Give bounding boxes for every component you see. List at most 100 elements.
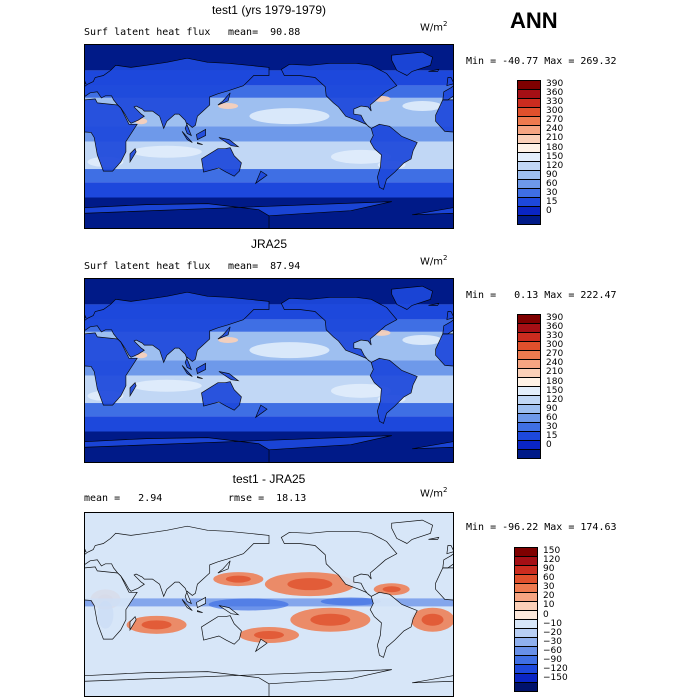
colorbar-level-label: 60 <box>546 178 558 189</box>
colorbar-level-label: 210 <box>546 367 564 378</box>
colorbar-swatch <box>518 387 540 396</box>
colorbar-swatch <box>518 450 540 458</box>
colorbar-level-label: −90 <box>543 654 562 665</box>
colorbar-level-label: 60 <box>543 573 555 584</box>
panel-2-map-plot <box>85 279 453 462</box>
colorbar-spacer <box>546 216 563 225</box>
colorbar-level-label: 180 <box>546 142 564 153</box>
colorbar-swatch <box>518 144 540 153</box>
colorbar-level-label: 120 <box>546 394 564 405</box>
colorbar-swatch <box>515 575 537 584</box>
colorbar-swatch <box>515 611 537 620</box>
colorbar-swatch <box>515 548 537 557</box>
colorbar-swatch <box>518 432 540 441</box>
panel-1-field-label: Surf latent heat flux <box>84 27 211 38</box>
colorbar-level-label: 270 <box>546 115 564 126</box>
colorbar-swatch <box>515 620 537 629</box>
colorbar-swatch <box>518 342 540 351</box>
colorbar-level-label: 330 <box>546 97 564 108</box>
colorbar-swatch <box>518 81 540 90</box>
colorbar-swatch <box>518 117 540 126</box>
colorbar-swatch <box>518 315 540 324</box>
colorbar-swatch <box>518 108 540 117</box>
colorbar-swatch <box>518 189 540 198</box>
colorbar-swatch <box>518 171 540 180</box>
season-label: ANN <box>510 8 558 33</box>
colorbar-swatch <box>518 99 540 108</box>
panel-3-colorbar <box>514 547 538 692</box>
colorbar-swatch <box>518 216 540 224</box>
panel-3-title: test1 - JRA25 <box>232 472 306 486</box>
colorbar-swatch <box>515 647 537 656</box>
colorbar-level-label: −150 <box>543 672 568 683</box>
colorbar-level-label: −120 <box>543 663 568 674</box>
colorbar-level-label: −10 <box>543 618 562 629</box>
colorbar-level-label: 90 <box>546 403 558 414</box>
panel-3-map-plot <box>85 513 453 696</box>
colorbar-level-label: 240 <box>546 358 564 369</box>
colorbar-level-label: 15 <box>546 430 558 441</box>
panel-2-field-label: Surf latent heat flux <box>84 261 211 272</box>
colorbar-swatch <box>515 602 537 611</box>
colorbar-level-label: 360 <box>546 88 564 99</box>
colorbar-level-label: 150 <box>546 385 564 396</box>
colorbar-swatch <box>515 584 537 593</box>
colorbar-level-label: 90 <box>543 564 555 575</box>
colorbar-swatch <box>515 557 537 566</box>
colorbar-level-label: 330 <box>546 331 564 342</box>
colorbar-swatch <box>518 198 540 207</box>
panel-2-units: W/m2 <box>420 254 448 268</box>
colorbar-spacer <box>546 450 563 459</box>
colorbar-level-label: 390 <box>546 79 564 90</box>
panel-3-map <box>84 512 454 697</box>
colorbar-level-label: 10 <box>543 600 555 611</box>
panel-1-title: test1 (yrs 1979-1979) <box>211 3 327 17</box>
colorbar-level-label: 60 <box>546 412 558 423</box>
panel-1-units: W/m2 <box>420 20 448 34</box>
colorbar-swatch <box>518 180 540 189</box>
panel-2-minmax: Min = 0.13 Max = 222.47 <box>466 290 617 301</box>
panel-3-colorbar-labels: 150 120 90 60 30 20 10 0 −10 −20 −30 −60 −90 −120 −150 <box>543 547 568 692</box>
colorbar-level-label: −30 <box>543 636 562 647</box>
colorbar-swatch <box>518 360 540 369</box>
colorbar-level-label: 15 <box>546 196 558 207</box>
colorbar-swatch <box>518 153 540 162</box>
colorbar-level-label: 210 <box>546 133 564 144</box>
panel-1-minmax: Min = -40.77 Max = 269.32 <box>466 56 617 67</box>
panel-1-colorbar <box>517 80 541 225</box>
colorbar-swatch <box>515 566 537 575</box>
panel-3-rmse: rmse = 18.13 <box>228 493 307 504</box>
colorbar-swatch <box>518 405 540 414</box>
colorbar-swatch <box>515 674 537 683</box>
panel-3-mean: mean = 2.94 <box>84 493 163 504</box>
colorbar-swatch <box>518 207 540 216</box>
colorbar-swatch <box>518 378 540 387</box>
colorbar-swatch <box>518 423 540 432</box>
panel-3-minmax: Min = -96.22 Max = 174.63 <box>466 522 617 533</box>
panel-3-units: W/m2 <box>420 486 448 500</box>
colorbar-swatch <box>518 126 540 135</box>
colorbar-swatch <box>515 638 537 647</box>
colorbar-level-label: 0 <box>543 609 549 620</box>
colorbar-level-label: 180 <box>546 376 564 387</box>
panel-2-colorbar <box>517 314 541 459</box>
colorbar-level-label: 20 <box>543 591 555 602</box>
colorbar-level-label: 30 <box>546 421 558 432</box>
panel-2-title: JRA25 <box>250 237 288 251</box>
colorbar-swatch <box>518 351 540 360</box>
colorbar-swatch <box>515 683 537 691</box>
colorbar-swatch <box>518 324 540 333</box>
colorbar-level-label: −60 <box>543 645 562 656</box>
colorbar-level-label: 120 <box>546 160 564 171</box>
panel-1-mean: mean= 90.88 <box>228 27 301 38</box>
colorbar-swatch <box>515 656 537 665</box>
colorbar-level-label: 30 <box>546 187 558 198</box>
colorbar-level-label: 270 <box>546 349 564 360</box>
colorbar-swatch <box>518 441 540 450</box>
colorbar-spacer <box>543 683 568 692</box>
colorbar-level-label: 0 <box>546 439 552 450</box>
colorbar-swatch <box>518 369 540 378</box>
colorbar-swatch <box>518 135 540 144</box>
colorbar-swatch <box>515 593 537 602</box>
panel-2-mean: mean= 87.94 <box>228 261 301 272</box>
